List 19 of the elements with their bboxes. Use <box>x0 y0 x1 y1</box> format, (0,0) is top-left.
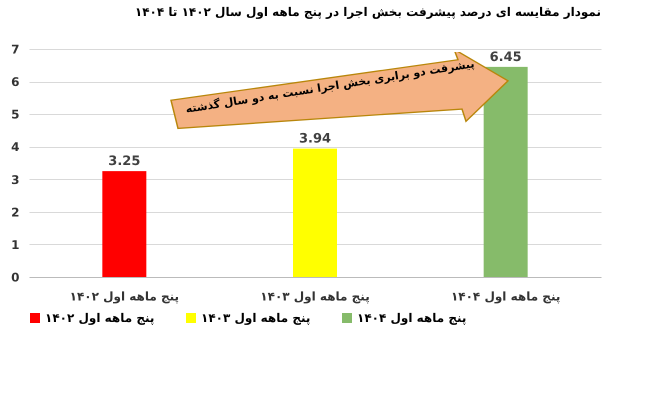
chart-title: نمودار مقایسه ای درصد پیشرفت بخش اجرا در پنج ماهه اول سال ۱۴۰۲ تا ۱۴۰۴ <box>134 5 601 19</box>
y-tick-label: 0 <box>11 270 20 284</box>
data-label: 6.45 <box>490 50 522 65</box>
y-tick-label: 2 <box>11 205 20 220</box>
y-tick-label: 1 <box>11 238 20 252</box>
x-tick-label: پنج ماهه اول ۱۴۰۳ <box>260 290 370 304</box>
y-tick-label: 7 <box>11 42 20 56</box>
y-tick-label: 3 <box>11 172 20 187</box>
x-tick-label: پنج ماهه اول ۱۴۰۲ <box>70 290 180 304</box>
x-tick-label: پنج ماهه اول ۱۴۰۴ <box>450 290 560 304</box>
legend-label: پنج ماهه اول ۱۴۰۲ <box>45 311 154 325</box>
legend-label: پنج ماهه اول ۱۴۰۳ <box>201 311 310 325</box>
annotation: پیشرفت دو برابری بخش اجرا نسبت به دو سال گذشته <box>184 56 476 118</box>
data-label: 3.25 <box>108 154 140 170</box>
y-tick-label: 6 <box>11 75 20 90</box>
data-label: 3.94 <box>298 132 332 147</box>
legend-label: پنج ماهه اول ۱۴۰۴ <box>357 311 466 325</box>
y-tick-label: 5 <box>11 108 20 122</box>
y-tick-label: 4 <box>11 140 20 154</box>
